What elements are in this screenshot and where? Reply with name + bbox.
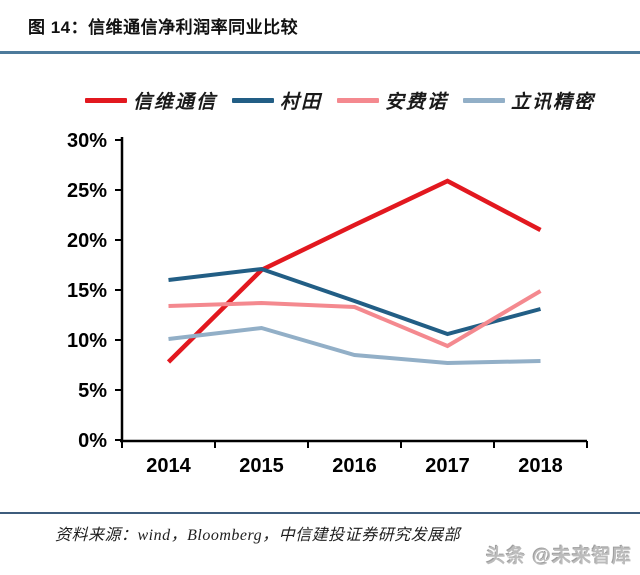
y-axis-label: 20% xyxy=(67,230,107,252)
figure-title: 图 14：信维通信净利润率同业比较 xyxy=(28,18,299,37)
legend-swatch xyxy=(463,97,506,103)
y-axis-label: 25% xyxy=(67,180,107,202)
x-axis-label: 2015 xyxy=(239,455,284,477)
legend-swatch xyxy=(84,97,127,103)
series-line-4 xyxy=(168,325,541,366)
legend-item-1: 信维通信 xyxy=(84,87,217,114)
y-axis-label: 30% xyxy=(67,130,107,152)
x-axis-label: 2014 xyxy=(146,455,191,477)
source-note: 资料来源：wind，Bloomberg，中信建投证券研究发展部 xyxy=(55,527,461,544)
legend-label: 立讯精密 xyxy=(511,91,596,113)
line-chart: 0% 5% 10% 15% 20% 25% 30% 2014 2015 2016 2017 2018 xyxy=(67,130,588,477)
x-axis-label: 2018 xyxy=(518,455,563,477)
title-divider-line xyxy=(0,51,640,54)
legend-label: 信维通信 xyxy=(132,91,217,113)
legend-swatch xyxy=(337,97,379,103)
legend-item-3: 安费诺 xyxy=(337,87,448,114)
legend-item-2: 村田 xyxy=(231,87,322,114)
legend-swatch xyxy=(231,97,274,103)
x-axis-label: 2017 xyxy=(425,455,470,477)
series-line-1 xyxy=(166,178,542,364)
y-axis-label: 10% xyxy=(67,330,107,352)
footer-divider-line xyxy=(0,512,640,514)
watermark-text: 头条 @未来智库 xyxy=(486,546,632,567)
y-axis-label: 15% xyxy=(67,280,107,302)
chart-legend: 信维通信 村田 安费诺 立讯精密 xyxy=(70,86,610,114)
legend-item-4: 立讯精密 xyxy=(463,87,595,114)
legend-label: 安费诺 xyxy=(385,91,449,113)
x-axis-label: 2016 xyxy=(332,455,377,477)
series-line-3 xyxy=(168,289,542,349)
axes xyxy=(120,137,587,443)
y-axis-label: 0% xyxy=(78,430,107,452)
y-axis-label: 5% xyxy=(78,380,107,402)
legend-label: 村田 xyxy=(279,91,322,113)
